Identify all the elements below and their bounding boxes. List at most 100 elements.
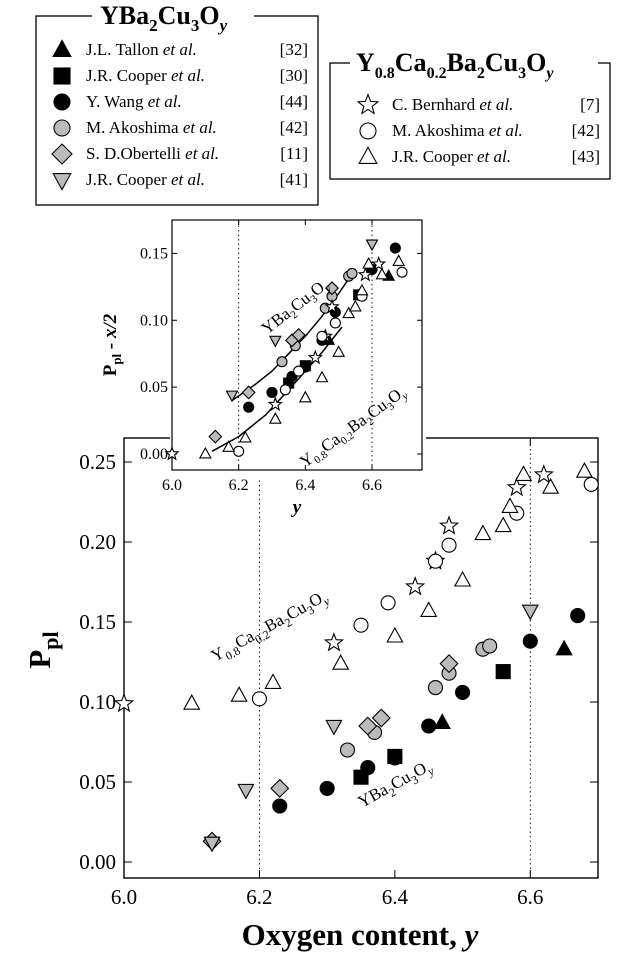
main-point-circle-3 [360, 760, 376, 776]
main-point-circle-8 [353, 617, 369, 633]
inset-y-tick-label: 0.05 [140, 379, 168, 396]
main-point-triangle-up-9 [420, 601, 438, 617]
inset-point-triangle-up-9 [342, 306, 356, 319]
legend-ca-entry-2-label: M. Akoshima et al. [392, 121, 523, 140]
inset-x-tick-label: 6.4 [295, 477, 315, 494]
inset-point-circle-4 [276, 356, 288, 368]
legend-ybco-entry-2: J.R. Cooper et al. [30] [86, 66, 308, 85]
legend-ybco-entry-5-ref: [11] [280, 144, 308, 163]
legend-ca-marker-circle [359, 122, 377, 140]
inset-y-tick-label: 0.00 [140, 446, 168, 463]
inset-point-diamond-5 [324, 281, 340, 296]
main-point-triangle-up-9 [386, 626, 404, 643]
inset-y-tick-label: 0.10 [140, 312, 168, 329]
inset-point-circle-8 [293, 365, 305, 377]
inset-point-triangle-down-6 [225, 390, 239, 403]
main-point-triangle-up-9 [264, 673, 282, 689]
inset-point-circle-8 [316, 330, 328, 342]
legend-ca-entry-1: C. Bernhard et al. [7] [392, 95, 600, 114]
legend-ybco-entry-2-ref: [30] [280, 66, 308, 85]
main-y-tick-label: 0.05 [79, 770, 116, 794]
inset-point-triangle-up-9 [315, 370, 329, 383]
legend-ybco-entry-6-ref: [41] [280, 170, 308, 189]
inset-point-triangle-down-6 [365, 239, 379, 252]
legend-ybco-entry-5: S. D.Obertelli et al. [11] [86, 144, 308, 163]
inset-point-circle-3 [389, 242, 401, 254]
main-point-circle-8 [380, 595, 396, 611]
main-point-circle-3 [522, 633, 538, 649]
main-point-triangle-up-9 [575, 462, 594, 478]
inset-point-circle-3 [243, 401, 255, 413]
main-point-circle-4 [339, 742, 356, 758]
legend-ca-entry-3-ref: [43] [572, 147, 600, 166]
main-x-tick-label: 6.6 [517, 885, 543, 909]
main-point-diamond-5 [371, 708, 391, 728]
legend-ybco-entry-1: J.L. Tallon et al. [32] [86, 40, 308, 59]
inset-point-triangle-up-9 [348, 299, 362, 312]
legend-ybco-entry-1-label: J.L. Tallon et al. [86, 40, 197, 59]
main-y-tick-label: 0.25 [79, 450, 116, 474]
legend-ca-doped: Y0.8Ca0.2Ba2Cu3Oy C. Bernhard et al. [7]… [329, 48, 611, 180]
inset-point-circle-8 [396, 266, 408, 278]
inset-point-star-7 [164, 445, 180, 461]
inset-point-triangle-up-9 [355, 283, 369, 296]
main-point-circle-3 [319, 780, 335, 796]
legend-ca-entry-2-ref: [42] [572, 121, 600, 140]
main-axis-ticks: 6.0 6.2 6.4 6.6 0.00 0.05 0.10 0.15 0.20 0.25 [79, 438, 598, 909]
legend-ca-entry-3: J.R. Cooper et al. [43] [392, 147, 600, 166]
inset-point-triangle-up-9 [222, 440, 236, 452]
inset-x-tick-label: 6.6 [362, 477, 382, 494]
main-point-triangle-up-9 [453, 570, 472, 587]
main-point-triangle-up-9 [230, 686, 248, 702]
legend-ybco-marker-triangle-down [52, 173, 72, 191]
legend-ybco-entry-1-ref: [32] [280, 40, 308, 59]
inset-y-tick-label: 0.15 [140, 245, 168, 262]
inset-point-triangle-up-9 [198, 446, 212, 459]
legend-ybco-marker-square [53, 67, 71, 85]
legend-ybco-entry-6: J.R. Cooper et al. [41] [86, 170, 308, 189]
inset-x-tick-label: 6.2 [229, 477, 249, 494]
legend-ybco-marker-circle [53, 93, 71, 111]
main-point-diamond-5 [270, 778, 290, 798]
legend-ca-markers [356, 93, 380, 164]
main-x-tick-label: 6.2 [246, 885, 272, 909]
legend-ybco-entry-4-ref: [42] [280, 118, 308, 137]
legend-ca-entry-1-label: C. Bernhard et al. [392, 95, 513, 114]
main-x-tick-label: 6.0 [111, 885, 137, 909]
legend-ca-entry-3-label: J.R. Cooper et al. [392, 147, 511, 166]
main-plot-frame [123, 437, 599, 879]
main-point-triangle-up-9 [474, 524, 492, 541]
inset-x-tick-label: 6.0 [162, 477, 182, 494]
main-data-points [113, 462, 599, 853]
main-point-star-7 [405, 576, 426, 596]
inset-point-diamond-5 [291, 327, 306, 343]
main-point-square-2 [495, 664, 511, 680]
main-point-triangle-up-9 [541, 478, 560, 494]
legend-ca-title-bg [350, 50, 598, 78]
inset-point-star-7 [267, 396, 284, 412]
inset-point-triangle-up-9 [268, 412, 282, 424]
legend-ybco-marker-circle [53, 119, 71, 137]
inset-point-circle-8 [233, 445, 245, 457]
legend-ybco-title: YBa2Cu3Oy [100, 1, 228, 35]
main-point-circle-3 [272, 798, 288, 814]
legend-ybco-marker-diamond [51, 143, 73, 165]
legend-ca-title: Y0.8Ca0.2Ba2Cu3Oy [356, 48, 554, 82]
main-point-diamond-5 [439, 654, 459, 674]
inset-data-points [164, 239, 408, 461]
main-point-triangle-down-6 [203, 836, 221, 853]
inset-point-triangle-up-9 [375, 267, 389, 280]
main-y-tick-label: 0.20 [79, 530, 116, 554]
legend-ybco-entry-3: Y. Wang et al. [44] [86, 92, 308, 111]
main-point-triangle-up-1 [433, 713, 451, 729]
main-point-circle-8 [441, 537, 457, 553]
inset-point-circle-8 [279, 384, 291, 396]
legend-ybco-entry-3-label: Y. Wang et al. [86, 92, 182, 111]
main-point-star-7 [113, 692, 135, 713]
main-point-triangle-down-6 [237, 783, 255, 800]
main-point-star-7 [438, 515, 460, 535]
main-point-triangle-up-9 [501, 497, 519, 513]
inset-point-circle-3 [266, 386, 278, 399]
main-point-star-7 [506, 476, 527, 497]
